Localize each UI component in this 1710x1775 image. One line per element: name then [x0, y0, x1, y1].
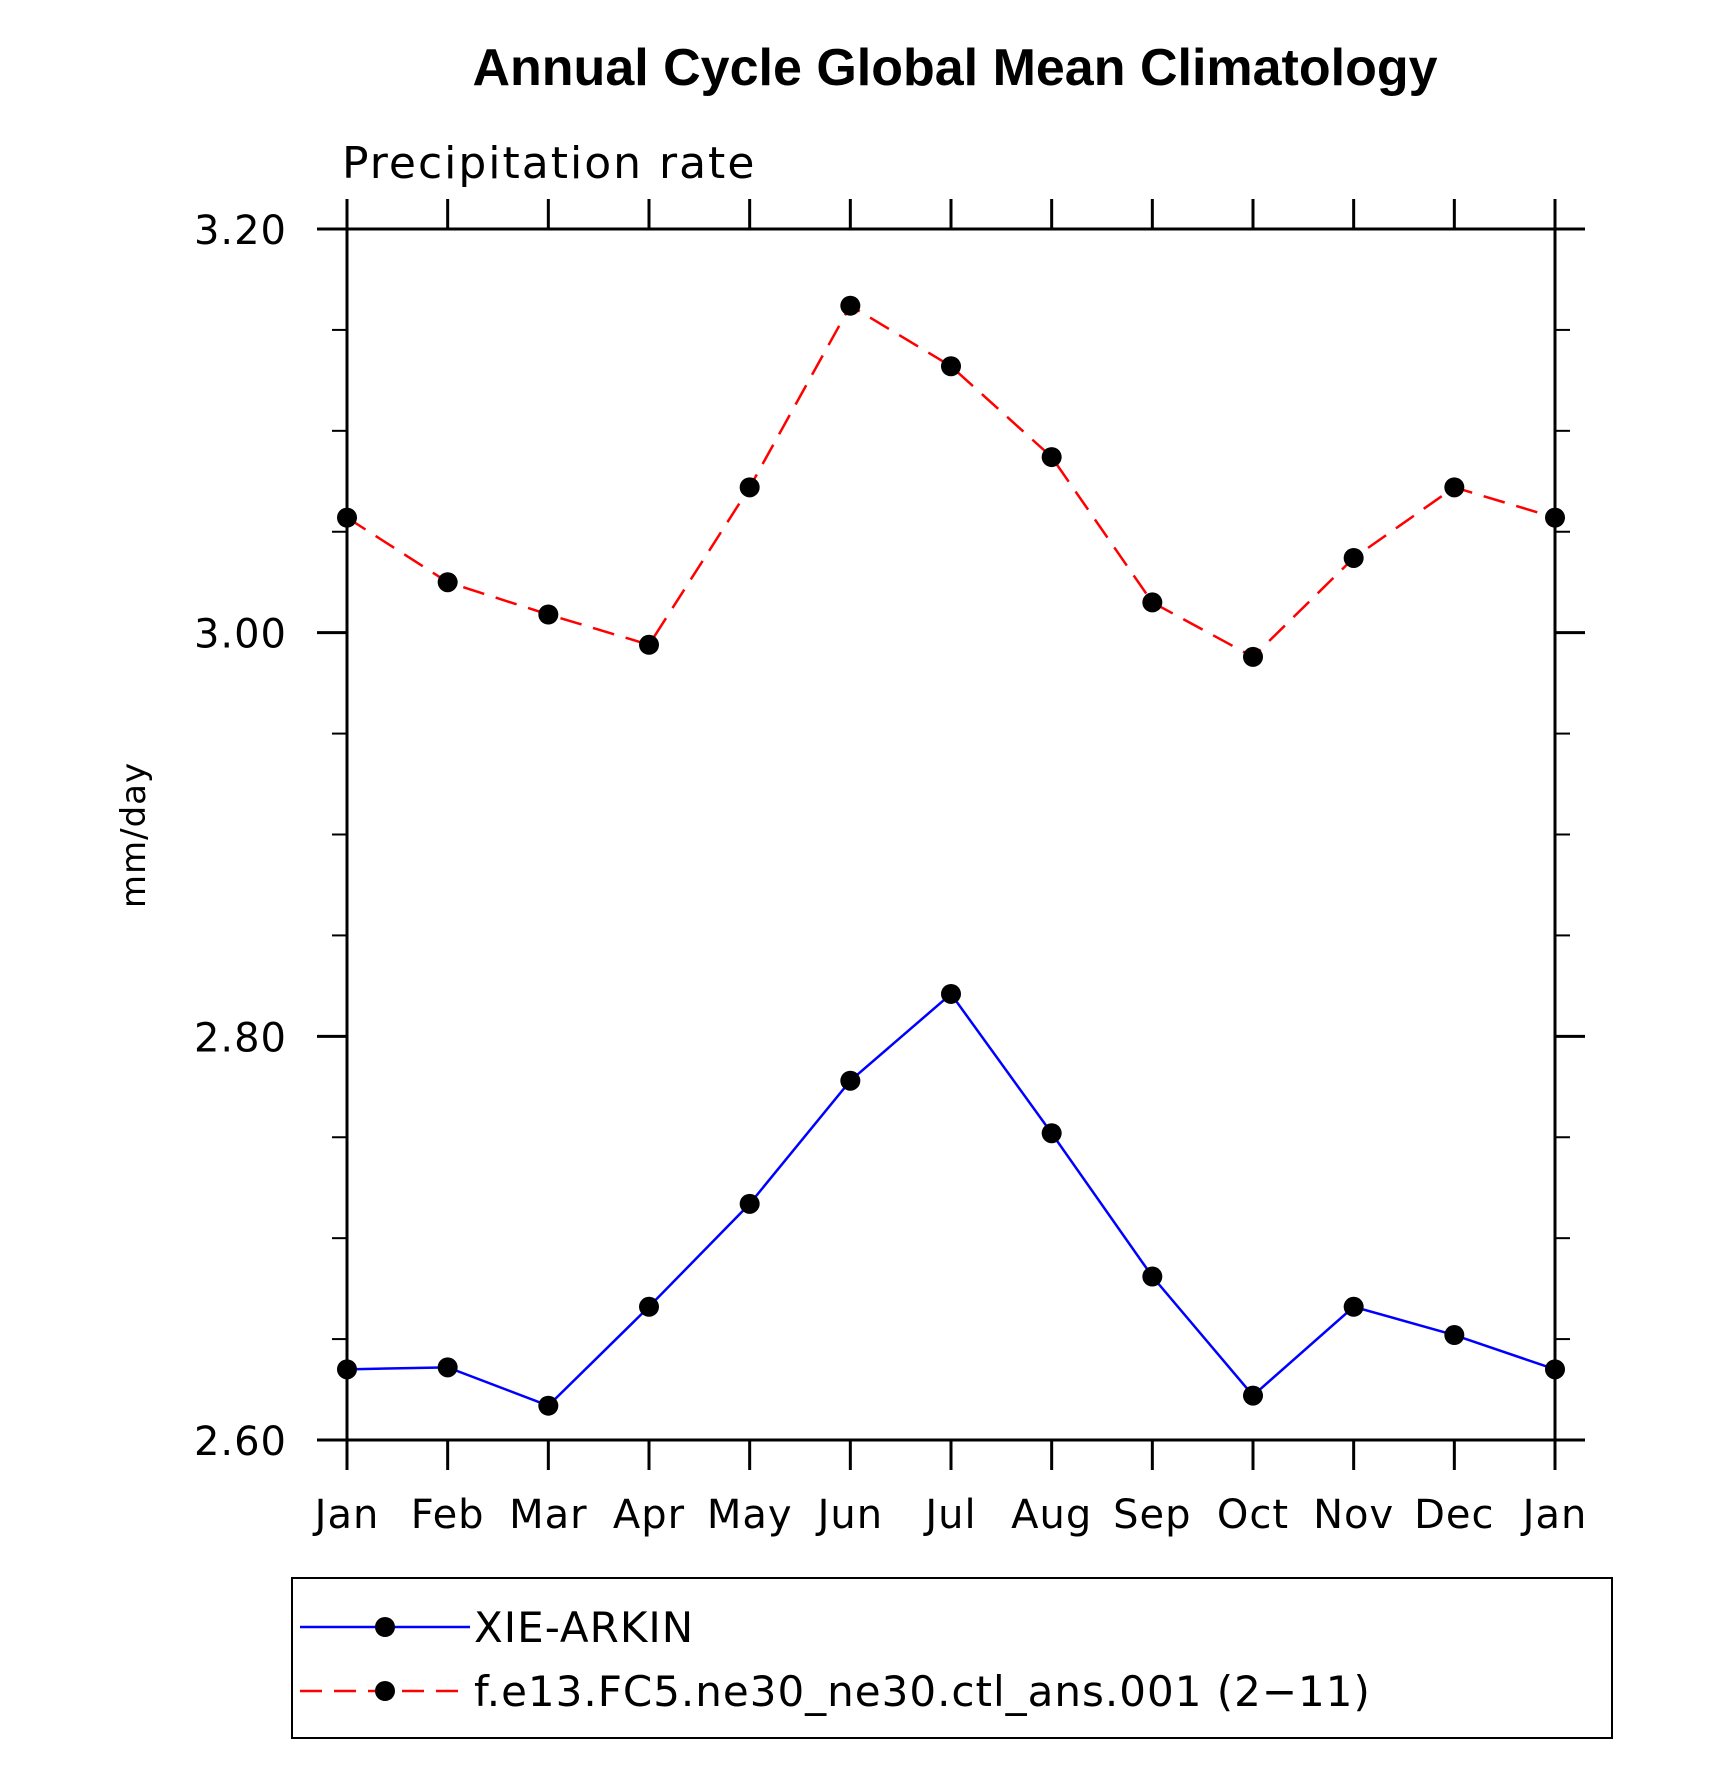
series-1-point — [840, 1070, 861, 1091]
plot-frame — [345, 227, 1557, 1442]
series-2-point — [1545, 507, 1565, 528]
y-tick-label: 2.60 — [194, 1419, 287, 1465]
chart-title: Annual Cycle Global Mean Climatology — [472, 39, 1437, 97]
series-2-point — [1142, 592, 1163, 613]
series-line-1 — [346, 992, 1556, 1408]
series-2-point — [941, 356, 961, 377]
legend-label-2: f.e13.FC5.ne30_ne30.ctl_ans.001 (2−11) — [474, 1667, 1371, 1716]
series-1-point — [1243, 1385, 1263, 1406]
x-tick-label: Aug — [1011, 1492, 1092, 1538]
series-2-point — [840, 295, 861, 316]
x-tick-label: Jan — [1520, 1492, 1588, 1538]
series-1-point — [941, 983, 961, 1004]
y-tick-label: 2.80 — [194, 1015, 287, 1061]
legend: XIE-ARKIN f.e13.FC5.ne30_ne30.ctl_ans.001… — [291, 1577, 1613, 1739]
legend-box — [291, 1577, 1613, 1739]
series-2-point — [1444, 477, 1465, 498]
series-1-point — [437, 1357, 458, 1378]
x-tick-label: Nov — [1313, 1492, 1394, 1538]
series-2-point — [538, 604, 559, 625]
series-2-point — [1343, 547, 1364, 568]
series-1-point — [337, 1359, 357, 1380]
x-tick-label: Jul — [922, 1492, 976, 1538]
y-axis-label: mm/day — [114, 762, 154, 908]
series-1-point — [1444, 1325, 1465, 1346]
legend-label-1: XIE-ARKIN — [474, 1603, 694, 1652]
series-1-point — [1545, 1359, 1565, 1380]
y-tick-label: 3.20 — [194, 208, 287, 254]
x-tick-label: Sep — [1113, 1492, 1191, 1538]
x-tick-label: May — [707, 1492, 793, 1538]
x-tick-label: Apr — [613, 1492, 685, 1538]
x-tick-label: Oct — [1217, 1492, 1289, 1538]
legend-marker-1 — [375, 1617, 395, 1637]
chart-subtitle: Precipitation rate — [342, 138, 756, 189]
series-2-point — [639, 634, 659, 655]
series-2-point — [1243, 646, 1263, 667]
legend-marker-2 — [375, 1681, 395, 1701]
x-tick-label: Mar — [509, 1492, 587, 1538]
series-1-point — [538, 1395, 559, 1416]
x-tick-label: Feb — [411, 1492, 485, 1538]
x-tick-label: Jan — [312, 1492, 380, 1538]
series-1-point — [1142, 1266, 1163, 1287]
series-2-point — [337, 507, 357, 528]
series-1-point — [1041, 1123, 1062, 1144]
x-tick-label: Dec — [1414, 1492, 1494, 1538]
y-tick-label: 3.00 — [194, 612, 287, 658]
plot-layer: Jan Feb Mar Apr May Jun Jul Aug Sep Oct Nov Dec Jan 2… — [194, 199, 1588, 1538]
series-2-point — [437, 572, 458, 593]
series-1-point — [1343, 1296, 1364, 1317]
series-2-point — [1041, 447, 1062, 468]
series-2-point — [739, 477, 760, 498]
series-1-point — [639, 1296, 659, 1317]
legend-items: XIE-ARKIN f.e13.FC5.ne30_ne30.ctl_ans.001… — [300, 1603, 1371, 1716]
x-tick-label: Jun — [815, 1492, 884, 1538]
series-1-point — [739, 1193, 760, 1214]
